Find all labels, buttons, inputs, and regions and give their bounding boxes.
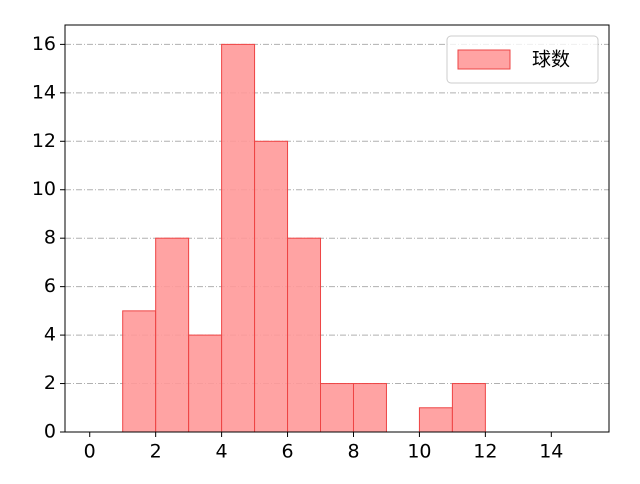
legend-swatch [457, 49, 511, 70]
x-tick-label: 14 [539, 441, 563, 463]
x-tick-label: 8 [347, 441, 359, 463]
bar [418, 407, 453, 433]
y-tick-label: 2 [44, 372, 56, 394]
plot-frame [64, 24, 610, 433]
bar [451, 383, 486, 433]
x-tick-label: 6 [281, 441, 293, 463]
y-tick-label: 8 [44, 227, 56, 249]
bar [155, 237, 190, 433]
x-tick-label: 0 [84, 441, 96, 463]
legend-box [446, 35, 599, 84]
y-tick-label: 10 [32, 178, 56, 200]
bar [122, 310, 157, 433]
bar [254, 140, 289, 433]
x-tick-label: 4 [216, 441, 228, 463]
bar [287, 237, 322, 433]
legend-label: 球数 [532, 49, 570, 71]
bar [320, 383, 354, 433]
x-tick-label: 2 [150, 441, 162, 463]
bar [352, 383, 387, 433]
y-tick-label: 14 [32, 81, 56, 103]
y-tick-label: 12 [32, 130, 56, 152]
y-tick-label: 4 [44, 324, 56, 346]
y-tick-label: 16 [32, 33, 56, 55]
bar [188, 334, 223, 433]
y-tick-label: 6 [44, 275, 56, 297]
y-tick-label: 0 [44, 421, 56, 443]
x-tick-label: 12 [473, 441, 497, 463]
x-tick-label: 10 [407, 441, 431, 463]
bar [221, 43, 256, 433]
